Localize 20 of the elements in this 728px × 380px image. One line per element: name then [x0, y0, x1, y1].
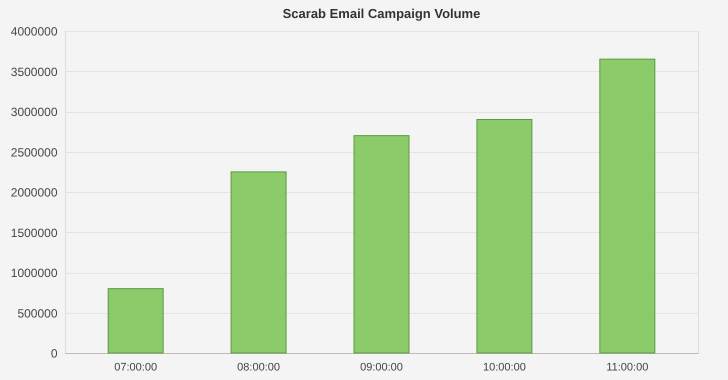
x-tick-label: 08:00:00: [237, 362, 280, 374]
bar: [476, 119, 532, 354]
y-tick-label: 1500000: [10, 226, 58, 240]
y-tick-label: 500000: [17, 306, 58, 320]
y-tick-label: 3500000: [10, 64, 58, 79]
x-tick-label: 09:00:00: [360, 362, 403, 374]
y-tick-label: 1000000: [10, 266, 58, 280]
bar: [230, 171, 287, 354]
x-tick-label: 11:00:00: [606, 362, 648, 374]
y-tick-label: 4000000: [10, 24, 58, 38]
bar: [108, 288, 164, 354]
y-tick-label: 0: [50, 346, 58, 360]
x-tick-label: 10:00:00: [483, 362, 526, 374]
bar: [599, 58, 656, 354]
y-tick-label: 2000000: [10, 186, 58, 200]
chart-title: Scarab Email Campaign Volume: [282, 6, 480, 21]
y-tick-label: 3000000: [10, 105, 58, 119]
y-tick-label: 2500000: [10, 145, 58, 160]
bar: [354, 135, 410, 354]
x-tick-label: 07:00:00: [114, 362, 158, 374]
